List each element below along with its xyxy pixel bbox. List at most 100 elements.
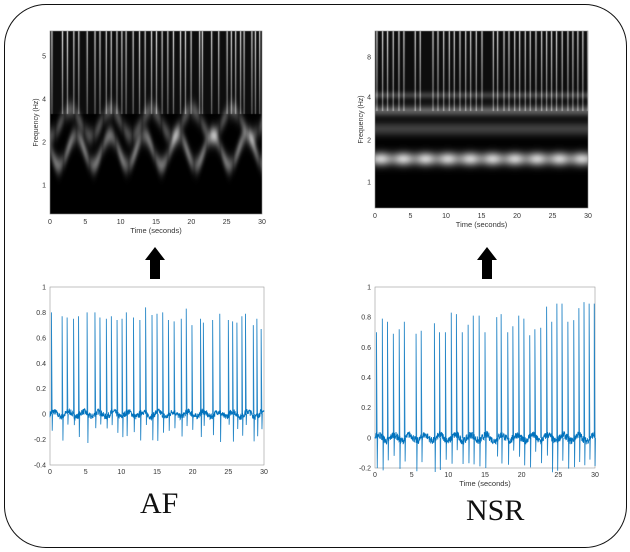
nsr-spec-xlabel: Time (seconds) [456,220,508,229]
af-ecg-beat-spike [116,320,119,433]
af-spec-ytick-label: 4 [42,97,46,104]
af-ecg-beat-spike [156,313,159,441]
af-ecg-ytick-label: -0.4 [34,463,46,470]
af-ecg-beat-spike [151,314,154,441]
af-ecg-ytick-label: -0.2 [34,437,46,444]
nsr-ecg-ytick-label: 1 [367,285,371,292]
nsr-ecg-beat-spike [534,329,537,452]
af-ecg-beat-spike [50,312,54,431]
nsr-ecg-ytick-label: -0.2 [359,466,371,473]
nsr-ecg-beat-spike [529,335,532,468]
nsr-ecg-beat-spike [439,332,442,470]
nsr-spec-ylabel: Frequency (Hz) [358,95,365,143]
af-ecg-ytick-label: 0 [42,412,46,419]
nsr-spec-xtick-label: 0 [373,213,377,220]
nsr-ecg-beat-spike [593,303,596,466]
af-spec-xtick-label: 10 [117,219,125,226]
af-ecg-ytick-label: 1 [42,285,46,292]
nsr-ecg-xtick-label: 30 [591,472,599,479]
af-label: AF [140,487,179,520]
nsr-ecg-beat-spike [500,314,503,464]
nsr-ecg-beat-spike [387,321,390,461]
nsr-ecg-xtick-label: 25 [554,472,562,479]
af-ecg-xtick-label: 15 [153,469,161,476]
af-ecg-beat-spike [173,321,176,429]
af-ecg-beat-spike [245,313,248,425]
nsr-spec-ytick-label: 8 [367,55,371,62]
af-spec-xtick-label: 15 [152,219,160,226]
nsr-ecg-beat-spike [478,315,481,467]
af-spec-xtick-label: 5 [83,219,87,226]
nsr-ecg-ytick-label: 0.8 [361,315,371,322]
nsr-ecg-xtick-label: 0 [373,472,377,479]
nsr-ecg-ytick-label: 0 [367,435,371,442]
nsr-ecg-beat-spike [398,329,401,469]
af-spec-ytick-label: 5 [42,54,46,61]
nsr-ecg-beat-spike [561,303,564,461]
nsr-ecg-ytick-label: 0.6 [361,345,371,352]
af-ecg-xtick-label: 30 [260,469,268,476]
af-ecg-beat-spike [66,317,69,425]
nsr-ecg-beat-spike [415,333,418,472]
nsr-spec-ytick-label: 1 [367,180,371,187]
figure-frame [4,4,627,548]
af-spectrogram-image [50,31,262,214]
nsr-ecg-beat-spike [588,303,591,460]
af-spec-xtick-label: 0 [48,219,52,226]
nsr-ecg-beat-spike [392,333,395,456]
nsr-ecg-beat-spike [578,308,581,462]
nsr-spectrogram-image [375,31,588,208]
nsr-ecg-beat-spike [444,332,448,460]
af-ecg-ytick-label: 0.2 [36,386,46,393]
af-spec-xtick-label: 20 [187,219,195,226]
af-ecg-beat-spike [133,317,136,433]
af-spec-xtick-label: 25 [223,219,231,226]
nsr-ecg-beat-spike [567,321,570,469]
af-ecg-xtick-label: 20 [189,469,197,476]
nsr-ecg-beat-spike [450,312,453,464]
af-spec-ytick-label: 2 [42,140,46,147]
nsr-ecg-beat-spike [551,321,554,473]
nsr-ecg-xtick-label: 20 [518,472,526,479]
nsr-ecg-beat-spike [573,320,576,468]
af-ecg-beat-spike [191,325,194,430]
af-ecg-beat-spike [185,308,188,427]
nsr-spec-axes-box [374,30,589,209]
nsr-spec-xtick-label: 5 [409,213,413,220]
nsr-ecg-beat-spike [496,317,499,457]
af-ecg-beat-spike [110,316,113,426]
nsr-ecg-beat-spike [523,318,526,466]
af-ecg-beat-spike [162,312,165,433]
nsr-ecg-xlabel: Time (seconds) [459,479,511,488]
nsr-spec-ytick-label: 2 [367,138,371,145]
af-ecg-beat-spike [139,320,142,441]
af-ecg-xtick-label: 25 [224,469,232,476]
af-spec-ytick-label: 1 [42,183,46,190]
af-ecg-beat-spike [86,312,89,444]
nsr-ecg-beat-spike [518,315,521,457]
af-ecg-axes-box [49,286,265,466]
af-ecg-beat-spike [260,328,263,430]
nsr-ecg-beat-spike [461,332,464,464]
af-ecg-beat-spike [180,318,183,437]
af-ecg-beat-spike [125,312,128,437]
nsr-ecg-beat-spike [546,306,549,456]
af-ecg-beat-spike [78,316,81,438]
af-ecg-beat-spike [73,318,76,426]
af-ecg-beat-spike [99,317,102,425]
nsr-ecg-beat-spike [512,326,515,451]
nsr-ecg-beat-spike [540,327,543,464]
af-ecg-beat-spike [200,318,203,437]
af-ecg-beat-spike [219,313,222,442]
af-ecg-beat-spike [227,320,230,425]
nsr-spec-xtick-label: 10 [442,213,450,220]
af-spec-ylabel: Frequency (Hz) [33,98,40,146]
af-ecg-beat-spike [145,307,148,426]
af-ecg-beat-spike [252,325,255,442]
nsr-spec-xtick-label: 20 [513,213,521,220]
af-ecg-ytick-label: 0.6 [36,335,46,342]
af-ecg-ytick-label: 0.4 [36,361,46,368]
af-ecg-beat-spike [167,320,171,431]
nsr-ecg-beat-spike [455,314,459,451]
nsr-ecg-beat-spike [556,303,559,471]
